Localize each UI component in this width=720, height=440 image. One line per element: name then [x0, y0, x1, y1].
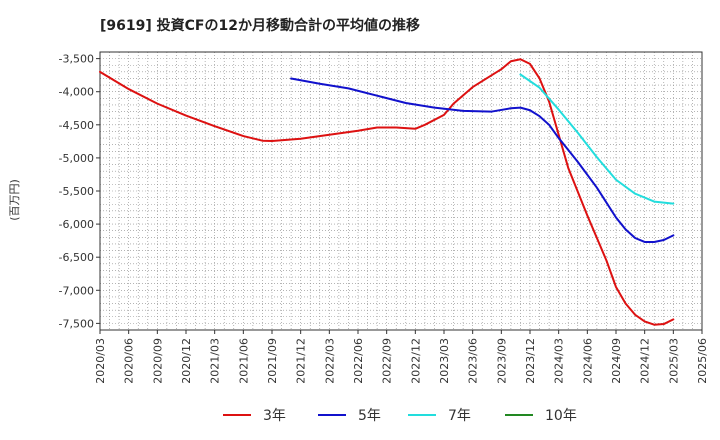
y-tick-label: -4,500: [59, 119, 94, 132]
x-axis: 2020/03 2020/06 2020/09 2020/12 2021/03 2021/…: [94, 330, 709, 384]
series-line-2: [290, 77, 675, 243]
x-tick-label: 2020/12: [180, 338, 193, 384]
x-tick-label: 2023/12: [524, 338, 537, 384]
legend-label-1: 3年: [263, 408, 286, 424]
y-axis: -3,500 -4,000 -4,500 -5,000 -5,500 -6,000 -6,5…: [59, 53, 100, 330]
x-tick-label: 2022/12: [409, 338, 422, 384]
x-tick-label: 2023/06: [467, 338, 480, 384]
grid: [99, 51, 703, 331]
x-tick-label: 2024/03: [553, 338, 566, 384]
x-tick-label: 2021/03: [209, 338, 222, 384]
legend-label-3: 7年: [448, 408, 471, 424]
x-tick-label: 2021/12: [295, 338, 308, 384]
legend: 3年 5年 7年 10年: [223, 408, 577, 424]
y-tick-label: -5,500: [59, 185, 94, 198]
x-tick-label: 2023/09: [495, 338, 508, 384]
y-tick-label: -5,000: [59, 152, 94, 165]
legend-label-2: 5年: [358, 408, 381, 424]
x-tick-label: 2025/06: [696, 338, 709, 384]
y-tick-label: -7,500: [59, 317, 94, 330]
x-tick-label: 2021/06: [237, 338, 250, 384]
legend-label-4: 10年: [545, 408, 577, 424]
y-tick-label: -6,000: [59, 218, 94, 231]
x-tick-label: 2020/09: [151, 338, 164, 384]
x-tick-label: 2021/09: [266, 338, 279, 384]
series-line-3: [519, 73, 675, 205]
x-tick-label: 2024/12: [639, 338, 652, 384]
x-tick-label: 2022/03: [323, 338, 336, 384]
series-line-1: [99, 58, 675, 326]
x-tick-label: 2024/06: [581, 338, 594, 384]
y-axis-label: (百万円): [8, 179, 21, 221]
x-tick-label: 2020/03: [94, 338, 107, 384]
y-tick-label: -4,000: [59, 86, 94, 99]
x-tick-label: 2020/06: [123, 338, 136, 384]
x-tick-label: 2023/03: [438, 338, 451, 384]
chart-title: [9619] 投資CFの12か月移動合計の平均値の推移: [100, 17, 420, 34]
y-tick-label: -3,500: [59, 53, 94, 66]
y-tick-label: -7,000: [59, 284, 94, 297]
x-tick-label: 2024/09: [610, 338, 623, 384]
series-layer: [99, 58, 675, 326]
y-tick-label: -6,500: [59, 251, 94, 264]
x-tick-label: 2022/06: [352, 338, 365, 384]
x-tick-label: 2025/03: [667, 338, 680, 384]
x-tick-label: 2022/09: [381, 338, 394, 384]
